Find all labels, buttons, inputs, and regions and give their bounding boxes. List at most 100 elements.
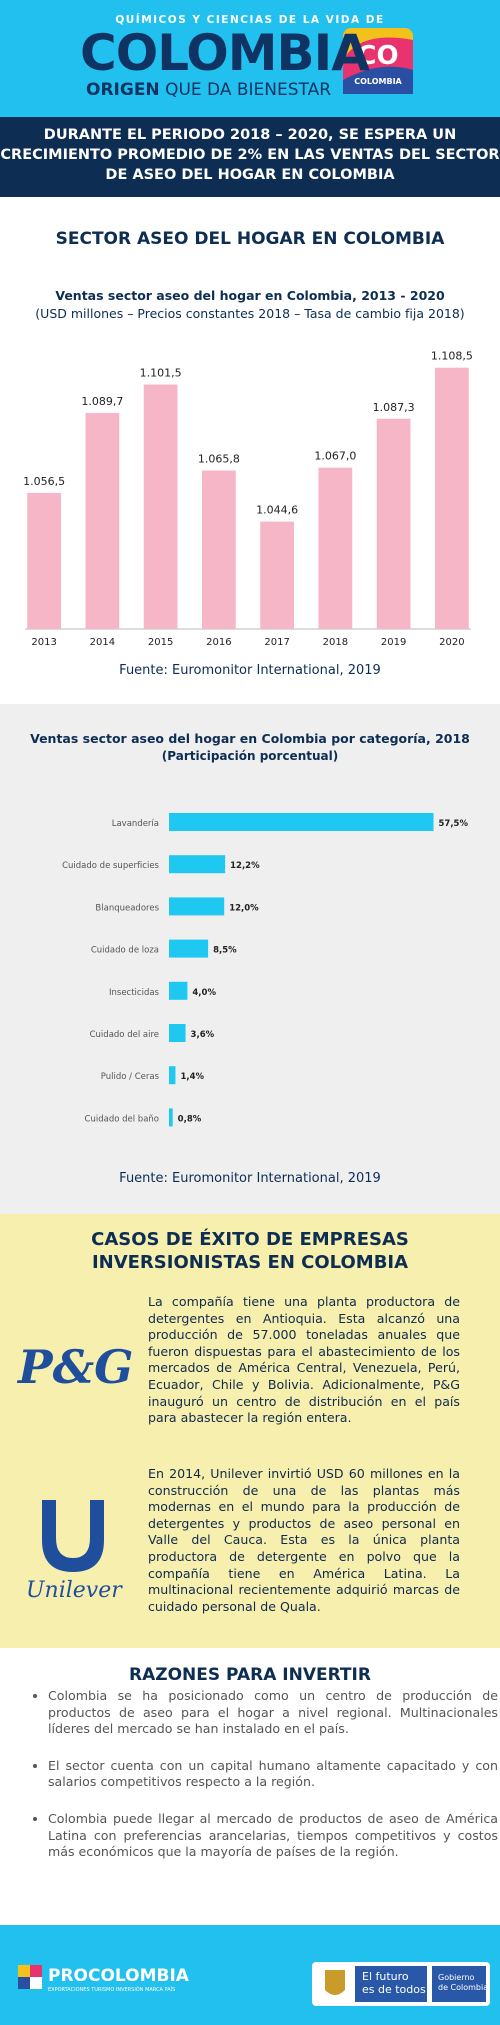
value-label: 12,2% bbox=[230, 861, 260, 871]
bar bbox=[85, 412, 120, 629]
unilever-logo-text: Unilever bbox=[26, 1578, 122, 1603]
value-label: 1.044,6 bbox=[256, 504, 298, 517]
tagline: QUE DA BIENESTAR bbox=[165, 80, 332, 100]
pg-text: La compañía tiene una planta productora … bbox=[148, 1294, 460, 1426]
header-kicker: QUÍMICOS Y CIENCIAS DE LA VIDA DE bbox=[115, 14, 385, 26]
y-tick-label: Insecticidas bbox=[109, 988, 160, 998]
header-brand: COLOMBIA bbox=[80, 24, 370, 82]
header-bg bbox=[0, 0, 500, 117]
x-tick-label: 2018 bbox=[323, 637, 348, 648]
y-tick-label: Blanqueadores bbox=[95, 903, 159, 913]
value-label: 4,0% bbox=[192, 988, 216, 998]
value-label: 1.108,5 bbox=[431, 350, 473, 363]
y-tick-label: Lavandería bbox=[112, 819, 159, 829]
cases-title: CASOS DE ÉXITO DE EMPRESAS INVERSIONISTA… bbox=[0, 1228, 500, 1274]
y-tick-label: Cuidado de loza bbox=[91, 946, 159, 956]
y-tick-label: Cuidado del baño bbox=[85, 1114, 159, 1124]
procolombia-icon bbox=[18, 1977, 30, 1989]
bar bbox=[169, 855, 226, 874]
value-label: 1.056,5 bbox=[23, 475, 65, 488]
value-label: 1.101,5 bbox=[140, 367, 182, 380]
procolombia-icon bbox=[18, 1965, 30, 1977]
cases-title-line: INVERSIONISTAS EN COLOMBIA bbox=[91, 1252, 409, 1273]
slogan-line: es de todos bbox=[362, 1983, 426, 1996]
bar bbox=[318, 467, 353, 629]
value-label: 12,0% bbox=[229, 903, 259, 913]
cases-title-line: CASOS DE ÉXITO DE EMPRESAS bbox=[91, 1229, 409, 1250]
chart-source: Fuente: Euromonitor International, 2019 bbox=[119, 663, 381, 678]
gov-line: Gobierno bbox=[438, 1973, 475, 1982]
x-tick-label: 2014 bbox=[90, 637, 115, 648]
cases-bg bbox=[0, 1214, 500, 1648]
chart-subtitle: (USD millones – Precios constantes 2018 … bbox=[35, 306, 464, 321]
co-logo-mark: CO bbox=[357, 41, 398, 71]
slogan-line: El futuro bbox=[362, 1970, 409, 1983]
value-label: 57,5% bbox=[439, 819, 469, 829]
value-label: 8,5% bbox=[213, 946, 237, 956]
unilever-text: En 2014, Unilever invirtió USD 60 millon… bbox=[148, 1466, 460, 1614]
gov-shield bbox=[325, 1970, 345, 1995]
bar bbox=[169, 1024, 186, 1042]
reasons-list: Colombia se ha posicionado como un centr… bbox=[10, 1688, 498, 1881]
bar bbox=[169, 897, 225, 916]
footer-slogan: El futuro es de todos bbox=[362, 1970, 426, 1996]
bar bbox=[434, 367, 469, 629]
x-tick-label: 2016 bbox=[206, 637, 231, 648]
tagline-bold: ORIGEN bbox=[86, 80, 160, 100]
y-tick-label: Cuidado de superficies bbox=[62, 861, 159, 871]
banner-line: CRECIMIENTO PROMEDIO DE 2% EN LAS VENTAS… bbox=[0, 147, 500, 163]
chart2-bg bbox=[0, 704, 500, 1214]
value-label: 3,6% bbox=[191, 1030, 215, 1040]
reason: Colombia se ha posicionado como un centr… bbox=[48, 1688, 498, 1738]
gov-line: de Colombia bbox=[438, 1983, 489, 1992]
reason: Colombia puede llegar al mercado de prod… bbox=[48, 1811, 498, 1861]
chart-subtitle: (Participación porcentual) bbox=[162, 749, 338, 763]
pg-logo: P&G bbox=[18, 1340, 134, 1394]
value-label: 1.089,7 bbox=[81, 395, 123, 408]
procolombia-icon bbox=[30, 1977, 42, 1989]
bar bbox=[27, 492, 62, 629]
procolombia-icon bbox=[30, 1965, 42, 1977]
y-tick-label: Pulido / Ceras bbox=[101, 1072, 160, 1082]
footer-brand-tagline: EXPORTACIONES TURISMO INVERSIÓN MARCA PA… bbox=[48, 1987, 176, 1993]
bar bbox=[376, 418, 411, 629]
x-tick-label: 2015 bbox=[148, 637, 173, 648]
x-tick-label: 2020 bbox=[439, 637, 464, 648]
banner-bg bbox=[0, 117, 500, 197]
value-label: 1,4% bbox=[180, 1072, 204, 1082]
value-label: 1.067,0 bbox=[314, 450, 356, 463]
header-tagline-row: ORIGEN QUE DA BIENESTAR bbox=[86, 80, 331, 100]
y-tick-label: Cuidado del aire bbox=[90, 1030, 159, 1040]
reason: El sector cuenta con un capital humano a… bbox=[48, 1758, 498, 1791]
footer-gov: Gobierno de Colombia bbox=[438, 1973, 488, 1993]
gov-name-box bbox=[432, 1966, 486, 2002]
section-title: SECTOR ASEO DEL HOGAR EN COLOMBIA bbox=[55, 229, 445, 249]
banner: DURANTE EL PERIODO 2018 – 2020, SE ESPER… bbox=[0, 125, 500, 185]
banner-line: DE ASEO DEL HOGAR EN COLOMBIA bbox=[105, 167, 395, 183]
bar bbox=[201, 470, 236, 629]
unilever-logo bbox=[42, 1500, 104, 1572]
banner-line: DURANTE EL PERIODO 2018 – 2020, SE ESPER… bbox=[43, 127, 457, 143]
chart-source: Fuente: Euromonitor International, 2019 bbox=[119, 1171, 381, 1186]
x-tick-label: 2013 bbox=[31, 637, 56, 648]
co-logo-text: COLOMBIA bbox=[354, 77, 402, 86]
bar bbox=[169, 981, 188, 1000]
value-label: 0,8% bbox=[178, 1114, 202, 1124]
chart-title: Ventas sector aseo del hogar en Colombia… bbox=[55, 288, 445, 303]
x-tick-label: 2019 bbox=[381, 637, 406, 648]
value-label: 1.087,3 bbox=[373, 401, 415, 414]
bar bbox=[169, 1066, 176, 1085]
bar bbox=[169, 813, 434, 831]
gov-slogan-box bbox=[355, 1966, 427, 2002]
bar bbox=[169, 939, 209, 958]
bar bbox=[260, 521, 295, 629]
x-tick-label: 2017 bbox=[264, 637, 289, 648]
footer-brand: PROCOLOMBIA bbox=[48, 1966, 189, 1986]
co-logo-shape bbox=[343, 66, 413, 94]
reasons-title: RAZONES PARA INVERTIR bbox=[129, 1665, 371, 1685]
bar bbox=[169, 1108, 173, 1127]
chart-title: Ventas sector aseo del hogar en Colombia… bbox=[30, 731, 470, 746]
bar bbox=[143, 384, 178, 629]
